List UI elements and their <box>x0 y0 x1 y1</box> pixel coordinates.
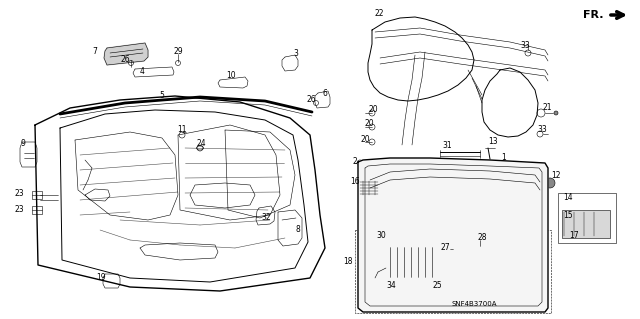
Text: 25: 25 <box>432 280 442 290</box>
Text: 26: 26 <box>306 95 316 105</box>
Text: 26: 26 <box>120 56 130 64</box>
Text: 16: 16 <box>350 176 360 186</box>
Text: 8: 8 <box>296 225 300 234</box>
Circle shape <box>429 283 435 287</box>
Text: 19: 19 <box>96 273 106 283</box>
Bar <box>562 210 610 238</box>
Text: 7: 7 <box>93 47 97 56</box>
Text: 24: 24 <box>196 138 206 147</box>
Text: FR.: FR. <box>584 10 604 20</box>
Text: 6: 6 <box>323 88 328 98</box>
Polygon shape <box>35 96 325 291</box>
Bar <box>390 190 528 245</box>
Text: 20: 20 <box>364 120 374 129</box>
Text: 14: 14 <box>563 192 573 202</box>
Text: 9: 9 <box>20 138 26 147</box>
Bar <box>386 245 441 280</box>
Text: 30: 30 <box>376 231 386 240</box>
Text: 12: 12 <box>551 172 561 181</box>
Text: 29: 29 <box>173 47 183 56</box>
Bar <box>558 193 616 243</box>
Text: 4: 4 <box>140 66 145 76</box>
Circle shape <box>554 111 558 115</box>
Bar <box>32 206 42 214</box>
Bar <box>358 180 380 196</box>
Bar <box>399 281 409 289</box>
Text: 10: 10 <box>226 70 236 79</box>
Text: 20: 20 <box>360 136 370 145</box>
Text: 13: 13 <box>488 137 498 146</box>
Text: 5: 5 <box>159 92 164 100</box>
Text: 21: 21 <box>542 103 552 113</box>
Text: 33: 33 <box>537 124 547 133</box>
Text: 18: 18 <box>343 256 353 265</box>
Text: 27: 27 <box>440 242 450 251</box>
Text: 32: 32 <box>261 212 271 221</box>
Text: 1: 1 <box>502 153 506 162</box>
Text: 34: 34 <box>386 280 396 290</box>
Text: 2: 2 <box>353 158 357 167</box>
Text: SNF4B3700A: SNF4B3700A <box>451 301 497 307</box>
Text: 17: 17 <box>569 232 579 241</box>
Bar <box>355 230 551 313</box>
Text: 20: 20 <box>368 106 378 115</box>
Text: 23: 23 <box>14 204 24 213</box>
Bar <box>385 185 533 250</box>
Text: 15: 15 <box>563 211 573 219</box>
Text: 11: 11 <box>177 124 187 133</box>
Text: 28: 28 <box>477 234 487 242</box>
Polygon shape <box>358 158 548 312</box>
Text: 22: 22 <box>374 10 384 19</box>
Circle shape <box>545 178 555 188</box>
Text: 33: 33 <box>520 41 530 49</box>
Circle shape <box>400 282 406 288</box>
Bar <box>32 191 42 199</box>
Text: 3: 3 <box>294 49 298 58</box>
Text: 31: 31 <box>442 142 452 151</box>
Polygon shape <box>104 43 148 65</box>
Text: 23: 23 <box>14 189 24 198</box>
